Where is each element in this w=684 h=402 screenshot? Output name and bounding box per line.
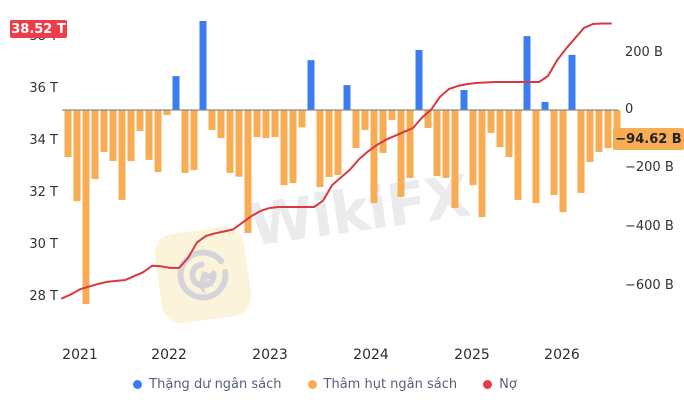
balance-current-badge: −94.62 B	[613, 128, 684, 150]
debt-dot-icon	[483, 380, 493, 389]
legend: Thặng dư ngân sách Thâm hụt ngân sách Nợ	[0, 377, 667, 392]
x-tick-2023: 2023	[252, 347, 288, 363]
right-tick-n400b: −400 B	[625, 219, 674, 234]
left-tick-30t: 30 T	[29, 237, 58, 252]
left-tick-28t: 28 T	[29, 289, 58, 304]
x-tick-2021: 2021	[62, 347, 98, 363]
left-tick-34t: 34 T	[29, 133, 58, 148]
left-tick-32t: 32 T	[29, 185, 58, 200]
x-tick-2022: 2022	[151, 347, 187, 363]
legend-label-surplus: Thặng dư ngân sách	[149, 377, 282, 392]
legend-item-surplus[interactable]: Thặng dư ngân sách	[133, 377, 282, 392]
left-tick-36t: 36 T	[29, 81, 58, 96]
legend-item-debt[interactable]: Nợ	[483, 377, 517, 392]
deficit-dot-icon	[307, 380, 317, 389]
legend-label-debt: Nợ	[499, 377, 517, 392]
right-tick-n200b: −200 B	[625, 160, 674, 175]
right-tick-n600b: −600 B	[625, 278, 674, 293]
legend-label-deficit: Thâm hụt ngân sách	[323, 377, 458, 392]
x-tick-2024: 2024	[353, 347, 389, 363]
debt-current-badge: 38.52 T	[10, 20, 67, 38]
x-tick-2026: 2026	[544, 347, 580, 363]
x-tick-2025: 2025	[454, 347, 490, 363]
legend-item-deficit[interactable]: Thâm hụt ngân sách	[307, 377, 458, 392]
surplus-dot-icon	[133, 380, 143, 389]
right-tick-0: 0	[625, 102, 634, 117]
right-tick-200b: 200 B	[625, 45, 663, 60]
